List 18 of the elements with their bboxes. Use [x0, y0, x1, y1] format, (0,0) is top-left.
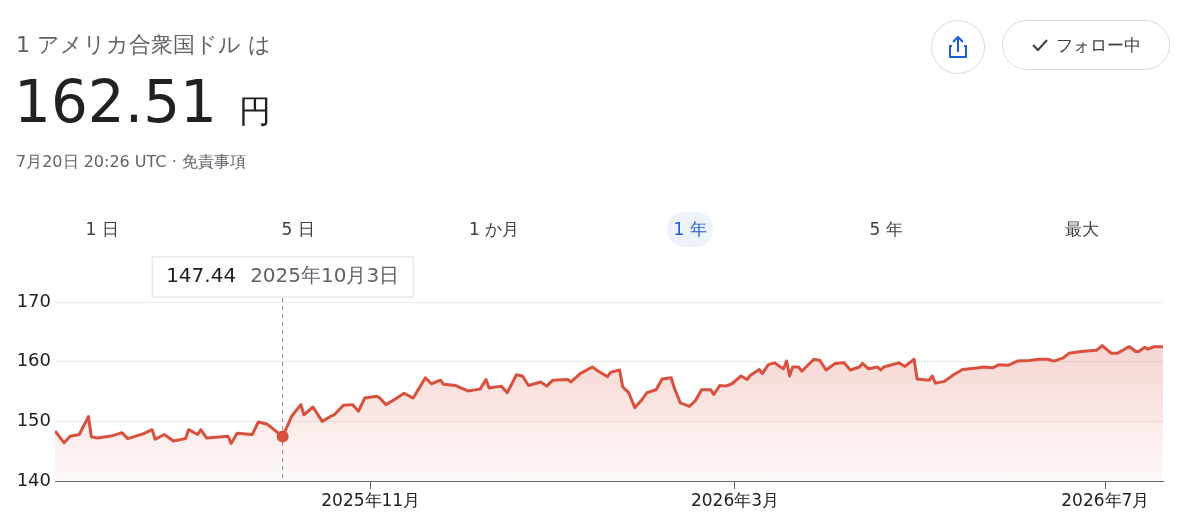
text: 1 日 [84, 217, 120, 241]
text: 1 年 [667, 211, 713, 247]
x-tick-label: 2026年7月 [1061, 489, 1150, 510]
chart-title: 1 アメリカ合衆国ドル は [16, 31, 271, 59]
y-tick-label: 140 [16, 468, 51, 490]
text: 最大 [1064, 217, 1100, 241]
text: 1 か月 [467, 217, 521, 241]
y-tick-label: 160 [16, 349, 51, 371]
x-tick-label: 2025年11月 [321, 489, 421, 510]
text: 7月20日 20:26 UTC · 免責事項 [16, 152, 246, 173]
y-tick-label: 150 [16, 409, 51, 431]
text: 5 年 [868, 217, 904, 241]
y-tick-label: 170 [16, 289, 51, 311]
text: 5 日 [280, 217, 316, 241]
chart-subtitle: 162.51 円 [14, 68, 271, 136]
text: 147.44 2025年10月3日 [166, 263, 400, 288]
text: フォロー中 [1055, 33, 1141, 57]
x-tick-label: 2026年3月 [690, 489, 780, 510]
